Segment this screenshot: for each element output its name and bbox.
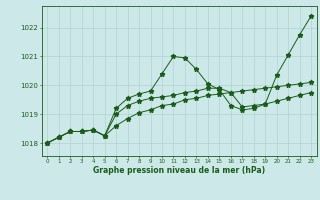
X-axis label: Graphe pression niveau de la mer (hPa): Graphe pression niveau de la mer (hPa)	[93, 166, 265, 175]
